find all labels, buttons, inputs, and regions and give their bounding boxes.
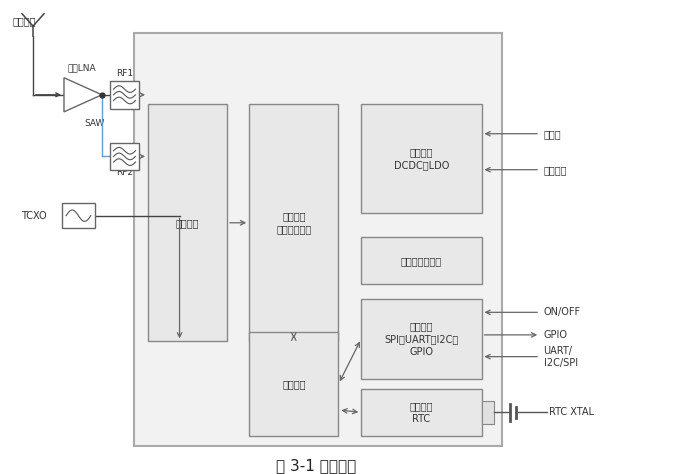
- Bar: [110, 81, 139, 109]
- Bar: [62, 203, 95, 228]
- Text: RF1: RF1: [116, 69, 133, 78]
- Text: 时钟管理与复位: 时钟管理与复位: [401, 255, 442, 266]
- Text: RTC XTAL: RTC XTAL: [549, 407, 594, 418]
- Text: 电池备份
RTC: 电池备份 RTC: [409, 401, 433, 424]
- Text: ON/OFF: ON/OFF: [544, 307, 581, 317]
- Text: TCXO: TCXO: [21, 210, 46, 221]
- Bar: [361, 389, 482, 436]
- Text: I2C/SPI: I2C/SPI: [544, 358, 578, 368]
- Text: GPIO: GPIO: [544, 330, 568, 340]
- Text: 外设接口
SPI、UART、I2C、
GPIO: 外设接口 SPI、UART、I2C、 GPIO: [385, 321, 458, 357]
- Text: 图 3-1 芯片框图: 图 3-1 芯片框图: [277, 458, 356, 473]
- Text: UART/: UART/: [544, 346, 572, 356]
- Bar: [249, 104, 338, 341]
- Bar: [361, 237, 482, 284]
- Bar: [482, 401, 494, 424]
- Text: 射频前端: 射频前端: [175, 218, 200, 228]
- Bar: [249, 332, 338, 436]
- Text: SAW: SAW: [85, 119, 105, 128]
- Text: RF2: RF2: [116, 168, 133, 177]
- Text: 备份电源: 备份电源: [544, 164, 567, 175]
- Bar: [110, 143, 139, 170]
- Bar: [361, 299, 482, 379]
- Bar: [134, 33, 502, 446]
- Text: 主电源: 主电源: [544, 129, 561, 139]
- Polygon shape: [64, 78, 102, 112]
- Text: 外部LNA: 外部LNA: [67, 63, 96, 72]
- Text: 接收天线: 接收天线: [12, 16, 36, 27]
- Text: 北斗多频
信号处理引擎: 北斗多频 信号处理引擎: [276, 211, 312, 234]
- Text: 电源管理
DCDC、LDO: 电源管理 DCDC、LDO: [394, 147, 449, 170]
- Text: 数字基带: 数字基带: [282, 379, 305, 389]
- Bar: [148, 104, 227, 341]
- Bar: [361, 104, 482, 213]
